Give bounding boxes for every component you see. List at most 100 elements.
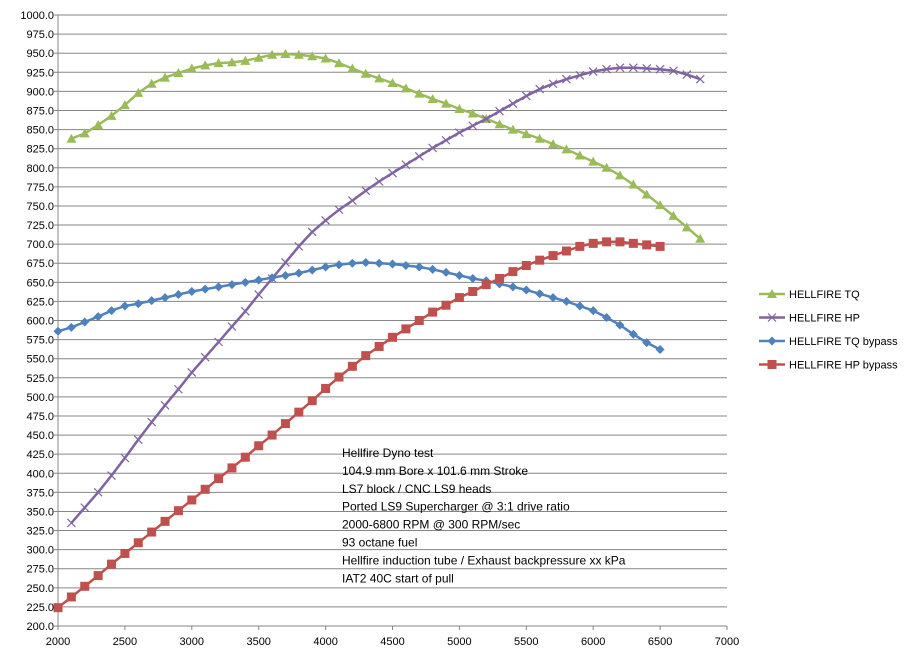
marker-stroke [200, 352, 210, 362]
data-point [120, 301, 130, 311]
y-tick-label: 525.0 [26, 373, 54, 385]
series-hellfire-tq [66, 48, 706, 243]
legend-label: HELLFIRE HP [789, 313, 860, 325]
marker-stroke [468, 121, 478, 131]
marker-stroke [401, 160, 411, 170]
data-point [347, 361, 357, 371]
legend-item-hellfire-hp-bypass: HELLFIRE HP bypass [759, 360, 898, 372]
marker-stroke [133, 435, 143, 445]
x-tick-label: 5500 [514, 636, 538, 648]
axes [54, 14, 728, 630]
marker-stroke [214, 337, 223, 347]
data-point [173, 506, 183, 516]
x-tick-label: 6000 [581, 636, 605, 648]
y-tick-label: 700.0 [26, 239, 54, 251]
data-point [66, 133, 77, 143]
x-tick-label: 6500 [648, 636, 672, 648]
data-point [400, 83, 411, 93]
data-point [227, 463, 237, 473]
data-point [66, 322, 76, 332]
marker-stroke [495, 106, 504, 116]
data-point [307, 265, 317, 275]
data-point [387, 77, 398, 87]
marker-stroke [307, 227, 317, 237]
data-point [668, 210, 679, 220]
marker-stroke [160, 400, 170, 410]
marker-stroke [454, 128, 464, 138]
data-point [133, 299, 143, 309]
data-point [267, 430, 277, 440]
data-point [642, 64, 652, 73]
data-point [574, 150, 585, 160]
data-point [494, 119, 505, 129]
marker-stroke [173, 384, 183, 394]
data-point [160, 293, 170, 303]
marker-stroke [254, 290, 264, 299]
data-point [307, 51, 318, 61]
data-point [548, 139, 559, 149]
marker-stroke [508, 99, 518, 109]
series-line [70, 52, 702, 240]
data-point [427, 94, 438, 104]
series-hellfire-hp-bypass [53, 237, 665, 613]
legend-swatch-marker [767, 313, 777, 322]
data-point [160, 72, 171, 82]
data-point [267, 273, 277, 283]
data-point [642, 240, 652, 250]
data-point [93, 119, 104, 129]
annotation-line: Ported LS9 Supercharger @ 3:1 drive rati… [342, 500, 570, 514]
annotation-line: 93 octane fuel [342, 536, 417, 550]
data-point [361, 257, 371, 267]
data-point [388, 332, 397, 342]
marker-stroke [481, 114, 491, 124]
marker-stroke [388, 168, 397, 178]
data-point [333, 58, 344, 68]
data-point [321, 383, 331, 393]
x-tick-label: 5000 [447, 636, 471, 648]
marker-stroke [66, 518, 76, 528]
data-point [360, 68, 371, 78]
data-point [214, 282, 224, 292]
data-point [320, 53, 331, 63]
y-tick-label: 400.0 [26, 468, 54, 480]
data-point [588, 67, 598, 76]
legend-item-hellfire-tq-bypass: HELLFIRE TQ bypass [759, 336, 898, 348]
data-point [173, 290, 183, 300]
data-point [548, 79, 558, 89]
data-point [214, 337, 223, 347]
marker-stroke [80, 503, 90, 513]
data-point [214, 474, 224, 484]
x-tick-label: 3000 [180, 636, 204, 648]
y-tick-label: 425.0 [26, 449, 54, 461]
data-point [669, 66, 678, 76]
y-tick-label: 775.0 [26, 182, 54, 194]
data-point [441, 300, 451, 310]
data-point [173, 384, 183, 394]
data-point [254, 441, 264, 451]
data-point [93, 571, 103, 581]
data-point [147, 417, 157, 427]
annotation-line: LS7 block / CNC LS9 heads [342, 482, 491, 496]
data-point [428, 264, 438, 274]
data-point [642, 338, 652, 348]
x-tick-label: 4000 [313, 636, 337, 648]
data-point [575, 241, 585, 251]
data-point [414, 316, 424, 325]
series-hellfire-hp [66, 63, 705, 528]
data-point [441, 135, 451, 145]
marker-stroke [107, 471, 116, 480]
data-point [521, 261, 531, 271]
data-point [374, 177, 384, 186]
y-tick-label: 825.0 [26, 144, 54, 156]
annotation-line: Hellfire induction tube / Exhaust backpr… [342, 553, 626, 567]
data-point [361, 351, 371, 361]
data-point [106, 110, 117, 120]
data-point [535, 255, 545, 265]
data-point [681, 222, 692, 232]
data-point [441, 98, 452, 108]
series-line [57, 240, 661, 609]
data-point [267, 49, 278, 59]
data-point [655, 64, 665, 74]
data-point [200, 352, 210, 362]
